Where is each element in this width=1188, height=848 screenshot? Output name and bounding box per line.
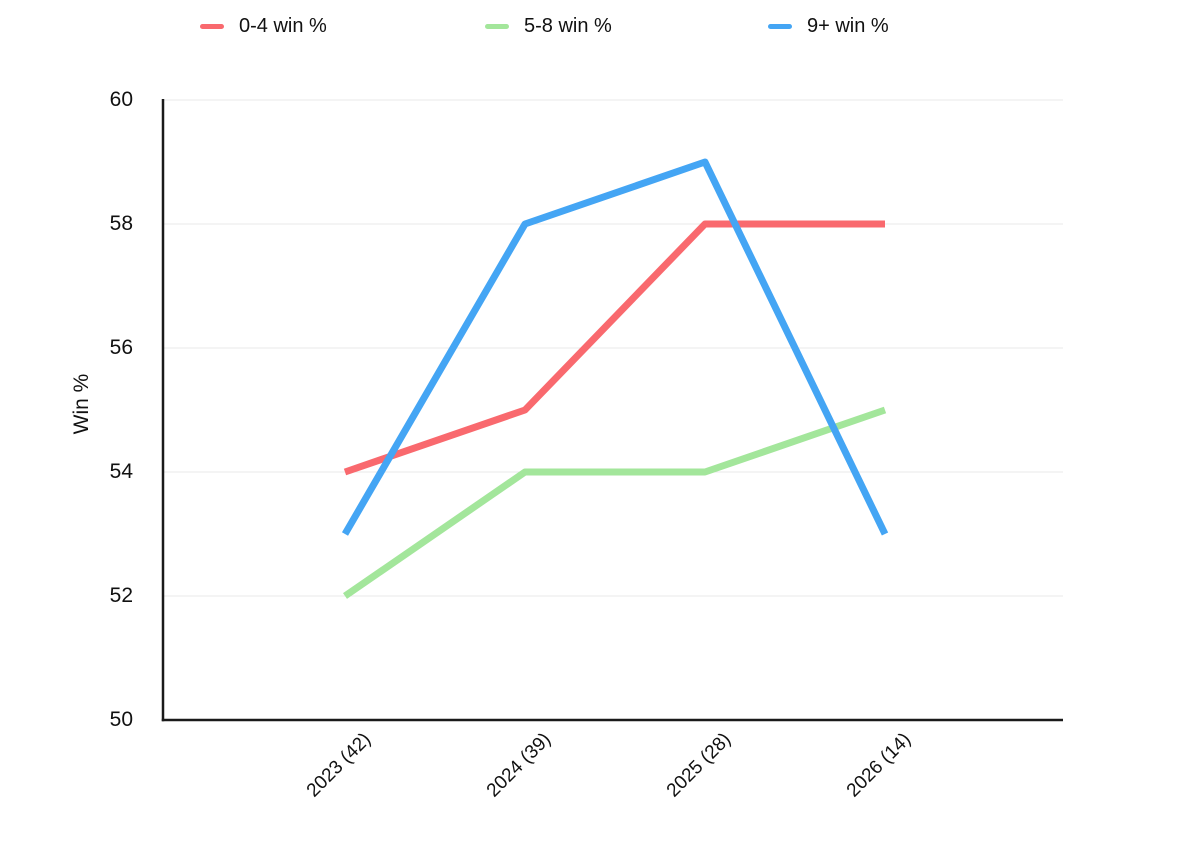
legend-item-5-8-win[interactable]: 5-8 win % — [485, 12, 612, 40]
legend-item-0-4-win[interactable]: 0-4 win % — [200, 12, 327, 40]
legend-label-0-4-win: 0-4 win % — [239, 15, 327, 37]
legend-label-5-8-win: 5-8 win % — [524, 15, 612, 37]
legend-label-9plus-win: 9+ win % — [807, 15, 889, 37]
y-axis-title: Win % — [70, 373, 93, 435]
legend-item-9plus-win[interactable]: 9+ win % — [768, 12, 889, 40]
y-tick-label-58: 58 — [109, 212, 133, 235]
y-tick-label-52: 52 — [109, 584, 133, 607]
y-tick-label-54: 54 — [109, 460, 133, 483]
y-tick-label-56: 56 — [109, 336, 133, 359]
y-tick-label-60: 60 — [109, 88, 133, 111]
legend-swatch-0-4-win-icon — [200, 23, 224, 29]
y-tick-label-50: 50 — [109, 708, 133, 731]
legend-swatch-9plus-win-icon — [768, 23, 792, 29]
legend-swatch-5-8-win-icon — [485, 23, 509, 29]
